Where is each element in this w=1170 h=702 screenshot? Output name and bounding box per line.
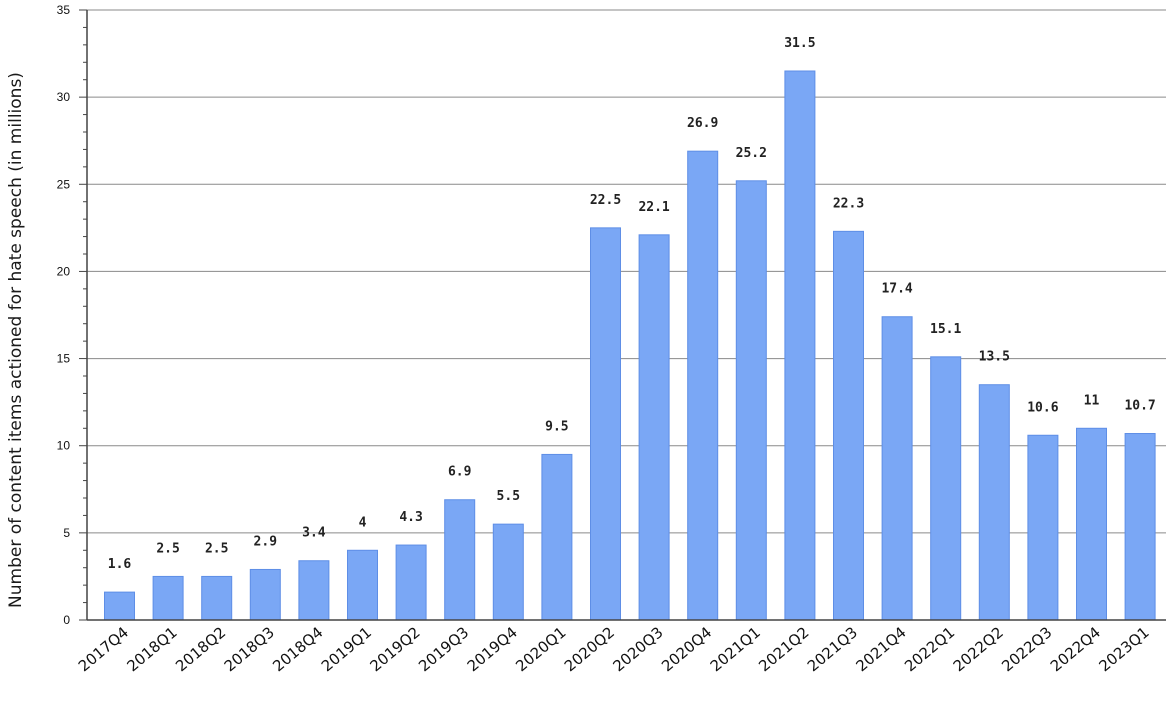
bar-2020q3 xyxy=(638,234,670,621)
data-label: 3.4 xyxy=(302,526,326,541)
bar-2018q1 xyxy=(152,575,184,621)
bar-2021q3 xyxy=(833,230,864,621)
data-label: 17.4 xyxy=(881,282,912,297)
y-axis-label: Number of content items actioned for hat… xyxy=(6,72,26,608)
data-label: 26.9 xyxy=(687,116,718,131)
gridlines xyxy=(87,9,1166,534)
x-tick-label: 2018Q3 xyxy=(221,623,278,675)
x-tick-label: 2018Q4 xyxy=(269,623,326,675)
y-tick-label: 5 xyxy=(63,526,70,540)
data-labels: 1.6 2.5 2.5 2.9 3.4 4 4.3 6.9 5.5 9.5 22.5 22.1 26.9… xyxy=(108,36,1156,572)
data-label: 22.5 xyxy=(590,193,621,208)
data-label: 5.5 xyxy=(497,489,520,504)
bar-2021q4 xyxy=(881,316,913,621)
data-label: 4 xyxy=(359,515,367,530)
data-label: 10.6 xyxy=(1027,400,1058,415)
bar-2020q1 xyxy=(541,453,573,621)
x-tick-label: 2019Q3 xyxy=(415,623,472,675)
y-tick-label: 10 xyxy=(57,439,71,453)
data-label: 2.5 xyxy=(205,541,228,556)
bar-2020q4 xyxy=(687,150,719,621)
x-tick-label: 2018Q2 xyxy=(172,623,229,675)
bar-2018q2 xyxy=(201,575,233,621)
data-label: 2.5 xyxy=(156,541,179,556)
x-tick-label: 2021Q2 xyxy=(755,623,812,675)
y-tick-label: 25 xyxy=(57,177,71,191)
x-tick-label: 2021Q1 xyxy=(707,623,764,675)
data-label: 25.2 xyxy=(736,146,767,161)
y-tick-label: 0 xyxy=(63,613,70,627)
bars xyxy=(104,70,1156,621)
bar-2020q2 xyxy=(590,227,621,621)
y-tick-label: 20 xyxy=(57,264,71,278)
data-label: 31.5 xyxy=(784,36,815,51)
bar-2018q4 xyxy=(298,560,330,621)
bar-2023q1 xyxy=(1124,433,1156,621)
x-tick-label: 2022Q2 xyxy=(950,623,1007,675)
bar-2019q2 xyxy=(395,544,427,621)
data-label: 13.5 xyxy=(979,350,1010,365)
bar-2017q4 xyxy=(104,591,135,621)
data-label: 15.1 xyxy=(930,322,961,337)
data-label: 11 xyxy=(1084,393,1100,408)
x-tick-label: 2019Q1 xyxy=(318,623,375,675)
x-tick-label: 2020Q3 xyxy=(609,623,666,675)
bar-2022q1 xyxy=(930,356,962,621)
x-tick-label: 2019Q4 xyxy=(464,623,521,675)
bar-2021q2 xyxy=(784,70,816,621)
y-tick-label: 30 xyxy=(57,90,71,104)
bar-2019q1 xyxy=(347,549,378,621)
y-tick-label: 35 xyxy=(57,3,71,17)
x-tick-label: 2020Q2 xyxy=(561,623,618,675)
x-tick-label: 2021Q3 xyxy=(804,623,861,675)
x-tick-label: 2019Q2 xyxy=(366,623,423,675)
y-tick-label: 15 xyxy=(57,352,71,366)
bar-2022q4 xyxy=(1076,427,1107,621)
bar-2021q1 xyxy=(735,180,767,621)
x-tick-label: 2022Q1 xyxy=(901,623,958,675)
x-tick-label: 2023Q1 xyxy=(1095,623,1152,675)
bar-2018q3 xyxy=(249,568,281,621)
x-tick-label: 2021Q4 xyxy=(852,623,909,675)
bar-2019q4 xyxy=(492,523,524,621)
data-label: 10.7 xyxy=(1124,399,1155,414)
bar-2022q3 xyxy=(1027,434,1059,621)
data-label: 2.9 xyxy=(254,534,277,549)
data-label: 22.1 xyxy=(638,200,669,215)
bar-2022q2 xyxy=(978,384,1010,621)
data-label: 1.6 xyxy=(108,557,132,572)
x-tick-label: 2022Q4 xyxy=(1047,623,1104,675)
x-tick-label: 2022Q3 xyxy=(998,623,1055,675)
x-tick-label: 2017Q4 xyxy=(75,623,132,675)
data-label: 22.3 xyxy=(833,196,864,211)
bar-2019q3 xyxy=(444,499,476,621)
data-label: 9.5 xyxy=(545,419,568,434)
data-label: 6.9 xyxy=(448,465,471,480)
x-tick-label: 2020Q1 xyxy=(512,623,569,675)
x-tick-label: 2020Q4 xyxy=(658,623,715,675)
x-tick-label: 2018Q1 xyxy=(123,623,180,675)
data-label: 4.3 xyxy=(399,510,422,525)
